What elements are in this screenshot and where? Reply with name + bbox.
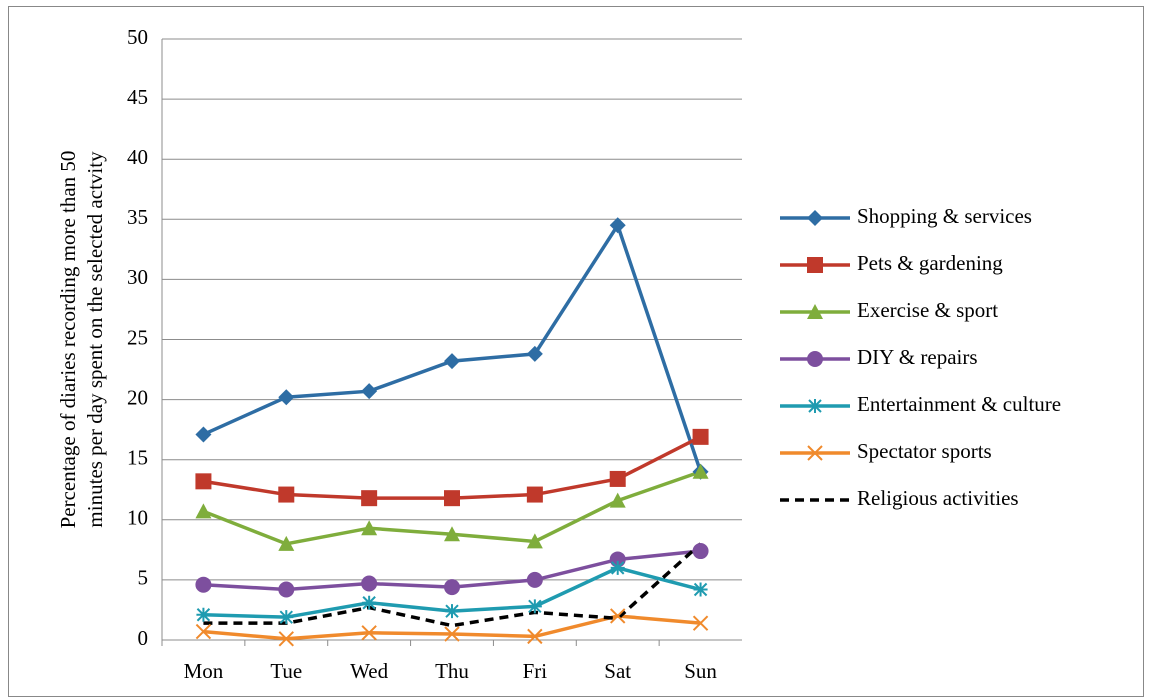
marker [526,345,543,362]
marker [195,623,212,640]
marker [526,486,543,503]
marker [526,533,543,549]
marker [527,628,543,645]
marker [195,503,212,519]
legend-marker [807,210,823,226]
marker [444,579,460,596]
y-tick-label: 20 [127,385,148,409]
marker [445,604,459,619]
x-tick-label: Sun [684,659,717,683]
marker [195,576,212,593]
y-axis-label: Percentage of diaries recording more tha… [56,151,80,529]
x-tick-label: Tue [270,659,302,683]
legend-label: Pets & gardening [857,251,1003,275]
marker [444,490,460,507]
marker [196,607,211,622]
marker [278,535,295,551]
marker [610,608,626,624]
y-tick-label: 5 [138,566,149,590]
x-tick-label: Sat [604,659,631,683]
y-tick-label: 15 [127,446,148,470]
marker [609,217,626,234]
marker [278,581,295,598]
marker [692,463,709,479]
legend-label: Religious activities [857,486,1019,510]
marker [610,560,625,575]
x-tick-label: Mon [184,659,224,683]
legend-label: Entertainment & culture [857,392,1061,416]
marker [693,582,708,597]
y-tick-label: 0 [138,626,149,650]
legend-marker [807,257,823,273]
marker [692,615,709,631]
x-tick-label: Thu [435,659,469,683]
y-tick-label: 45 [127,85,148,109]
legend-label: Shopping & services [857,204,1032,228]
marker [444,526,460,542]
marker [361,575,378,592]
legend-marker [807,304,823,319]
marker [195,473,212,490]
x-tick-label: Wed [350,659,388,683]
legend-label: DIY & repairs [857,345,978,369]
marker [526,571,543,588]
marker [278,486,295,503]
marker [361,520,378,536]
marker [195,426,212,443]
marker [279,610,294,625]
y-tick-label: 35 [127,205,148,229]
marker [692,543,709,560]
marker [278,631,294,647]
marker [362,595,377,610]
y-tick-label: 40 [127,145,148,169]
marker [692,428,709,445]
y-tick-label: 10 [127,506,148,530]
legend-label: Exercise & sport [857,298,998,322]
marker [444,353,460,370]
x-tick-label: Fri [523,659,548,683]
marker [609,470,626,487]
legend-marker [807,351,823,367]
y-tick-label: 30 [127,265,148,289]
y-tick-label: 50 [127,25,148,49]
marker [609,492,626,508]
marker [527,599,542,614]
legend-marker [807,445,823,461]
y-tick-label: 25 [127,325,148,349]
legend-label: Spectator sports [857,439,992,463]
marker [361,383,378,400]
marker [278,389,295,406]
marker [361,490,378,507]
legend-marker [808,399,822,413]
marker [361,625,377,641]
y-axis-label: minutes per day spent on the selected ac… [83,151,107,528]
marker [444,626,460,642]
